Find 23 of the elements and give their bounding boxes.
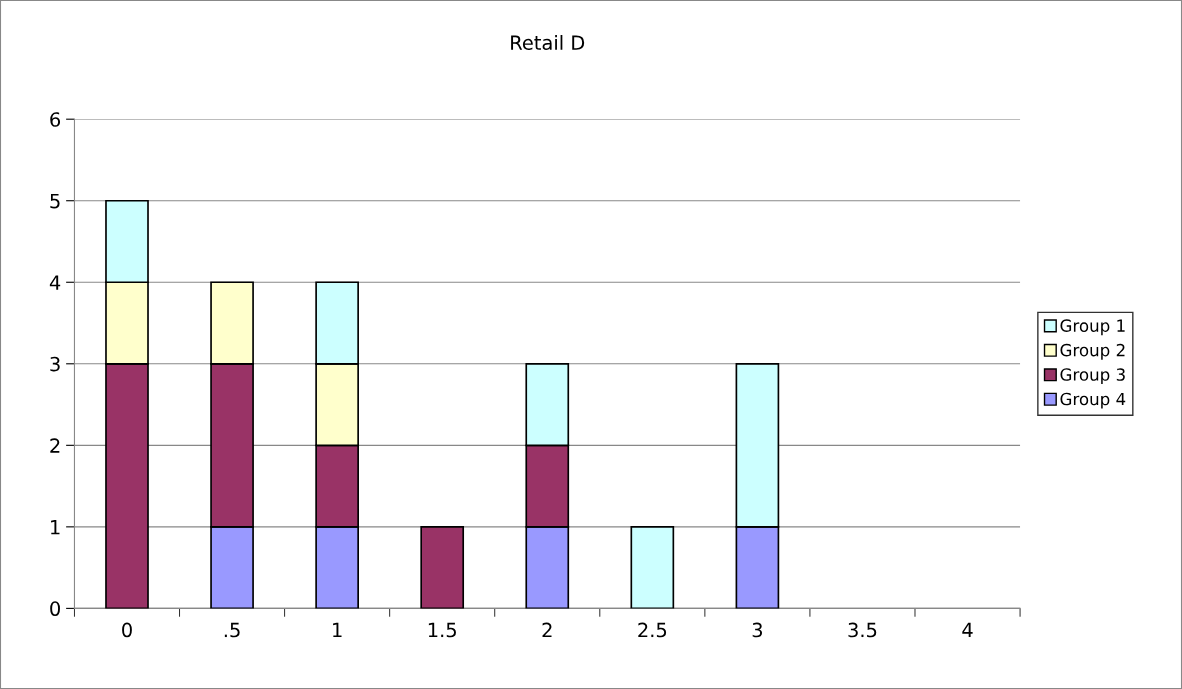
bar bbox=[420, 526, 465, 609]
x-tick-label: 3 bbox=[752, 622, 763, 638]
legend-label: Group 1 bbox=[1060, 319, 1125, 336]
legend-label: Group 4 bbox=[1060, 392, 1126, 409]
y-tick-label: 2 bbox=[50, 438, 60, 453]
x-tick-label: 2.5 bbox=[638, 622, 667, 638]
x-tick-label: 4 bbox=[962, 622, 973, 638]
y-tick-label: 1 bbox=[51, 520, 60, 535]
y-tick-label: 0 bbox=[50, 601, 60, 617]
chart-title: Retail D bbox=[511, 34, 585, 51]
x-tick-label: 3.5 bbox=[848, 622, 877, 638]
y-tick-label: 5 bbox=[50, 193, 60, 209]
x-tick-label: 2 bbox=[542, 622, 552, 638]
y-tick-label: 3 bbox=[50, 356, 60, 372]
y-tick-label: 6 bbox=[50, 112, 61, 127]
y-tick-label: 4 bbox=[49, 275, 61, 290]
x-tick-label: 0 bbox=[122, 622, 132, 638]
legend-label: Group 2 bbox=[1060, 343, 1125, 360]
x-tick-label: 1 bbox=[333, 622, 342, 638]
x-tick-label: .5 bbox=[224, 622, 240, 638]
bar bbox=[630, 526, 675, 609]
x-tick-label: 1.5 bbox=[428, 622, 456, 638]
legend-label: Group 3 bbox=[1060, 368, 1125, 385]
